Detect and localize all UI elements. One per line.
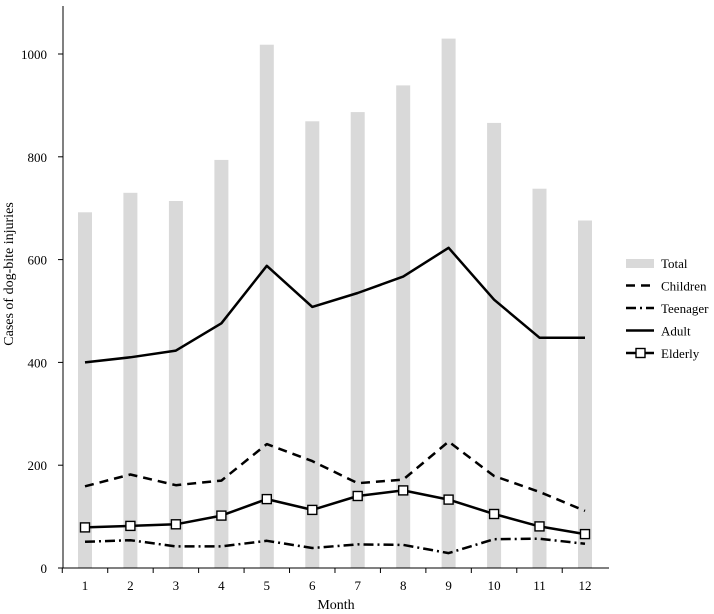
bar-total-month-8 <box>396 85 411 569</box>
line-adult <box>84 246 585 364</box>
y-tick-label: 1000 <box>21 47 47 62</box>
legend-label-elderly: Elderly <box>661 346 700 361</box>
x-tick-label: 7 <box>354 578 361 593</box>
line-children <box>84 440 586 513</box>
y-axis-title: Cases of dog-bite injuries <box>2 202 17 345</box>
legend: Total Children Teenager Adult Elderly <box>626 256 709 361</box>
x-tick-label: 6 <box>309 578 316 593</box>
bar-total-month-6 <box>305 121 320 569</box>
y-tick-labels: 0 200 400 600 800 1000 <box>21 47 63 576</box>
legend-label-adult: Adult <box>661 324 691 339</box>
marker-elderly-month-9 <box>443 494 454 505</box>
bar-total-month-2 <box>123 192 138 569</box>
marker-elderly-month-2 <box>125 520 136 532</box>
y-tick-label: 400 <box>28 355 48 370</box>
line-series-group <box>79 246 591 555</box>
x-tick-label: 4 <box>218 578 225 593</box>
bar-total-month-12 <box>578 220 592 568</box>
bar-total-month-10 <box>487 122 502 569</box>
marker-elderly-month-7 <box>352 490 363 502</box>
bar-total-month-3 <box>168 201 183 568</box>
x-tick-label: 10 <box>488 578 501 593</box>
y-tick-label: 600 <box>28 253 48 268</box>
marker-elderly-month-10 <box>488 508 500 520</box>
bar-total-month-9 <box>441 38 456 569</box>
legend-label-total: Total <box>661 256 688 271</box>
bar-total-month-1 <box>78 212 92 569</box>
axes <box>62 6 609 569</box>
line-elderly <box>84 489 586 536</box>
marker-elderly-month-4 <box>216 510 227 521</box>
marker-elderly-month-12 <box>579 528 591 540</box>
marker-elderly-month-11 <box>534 521 545 532</box>
bar-total-month-11 <box>532 188 547 568</box>
legend-label-teenager: Teenager <box>661 301 709 316</box>
x-tick-label: 3 <box>173 578 180 593</box>
y-tick-label: 200 <box>28 458 48 473</box>
y-tick-label: 0 <box>41 561 48 576</box>
x-tick-label: 1 <box>82 578 89 593</box>
x-tick-label: 11 <box>533 578 546 593</box>
marker-elderly-month-5 <box>261 493 272 505</box>
x-axis-title: Month <box>317 598 354 613</box>
legend-label-children: Children <box>661 279 707 294</box>
x-tick-labels: 1 2 3 4 5 6 7 8 9 10 11 12 <box>61 568 592 593</box>
marker-elderly-month-6 <box>307 504 318 516</box>
x-tick-label: 12 <box>579 578 592 593</box>
y-tick-label: 800 <box>28 150 48 165</box>
legend-marker-elderly <box>635 347 646 359</box>
legend-swatch-total <box>626 259 654 268</box>
bar-total-month-5 <box>259 44 274 568</box>
x-tick-label: 8 <box>400 578 407 593</box>
marker-elderly-month-8 <box>398 485 409 496</box>
x-tick-label: 5 <box>264 578 271 593</box>
marker-elderly-month-3 <box>170 519 182 530</box>
bar-total-month-4 <box>214 159 229 568</box>
bar-total-month-7 <box>350 112 365 568</box>
marker-elderly-month-1 <box>79 522 91 533</box>
line-teenager <box>84 537 586 555</box>
x-tick-label: 9 <box>445 578 452 593</box>
bar-series-total <box>78 38 592 569</box>
x-tick-label: 2 <box>127 578 134 593</box>
